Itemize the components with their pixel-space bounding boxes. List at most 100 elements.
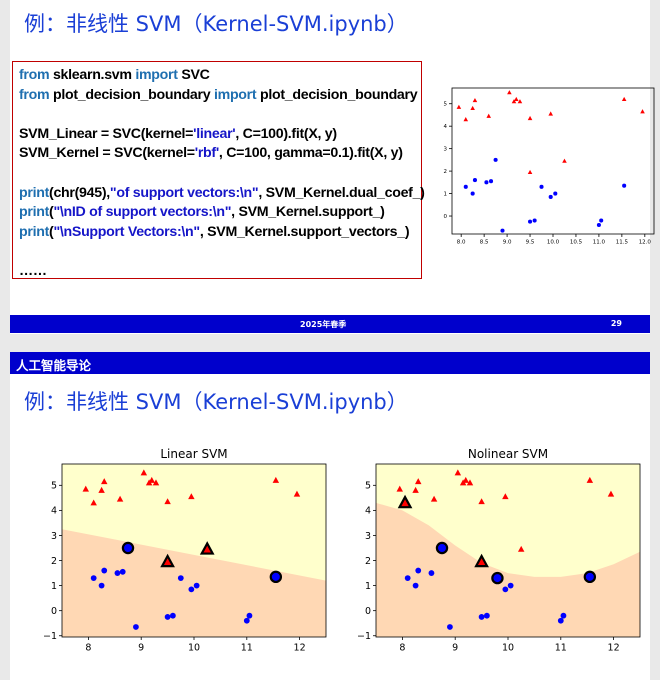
code-line: print("\nSupport Vectors:\n", SVM_Kernel… bbox=[19, 223, 421, 243]
data-point-circle bbox=[470, 191, 475, 196]
data-point-triangle bbox=[562, 158, 567, 163]
support-vector-circle bbox=[121, 541, 135, 555]
code-line: print("\nID of support vectors:\n", SVM_… bbox=[19, 203, 421, 223]
data-point-circle bbox=[463, 184, 468, 189]
code-text: sklearn.svm bbox=[49, 67, 136, 83]
y-tick-label: 2 bbox=[365, 556, 371, 567]
data-point-circle bbox=[415, 567, 422, 574]
data-point-triangle bbox=[621, 96, 627, 102]
y-tick-label: 1 bbox=[444, 191, 448, 197]
code-text: SVC bbox=[177, 67, 210, 83]
code-string: 'rbf' bbox=[194, 145, 219, 162]
page-number: 29 bbox=[610, 319, 622, 328]
course-header: 人工智能导论 bbox=[10, 352, 650, 374]
y-tick-label: 3 bbox=[51, 531, 57, 542]
slide-divider bbox=[0, 334, 660, 352]
data-point-circle bbox=[447, 624, 453, 630]
x-tick-label: 12 bbox=[608, 643, 620, 654]
data-point-triangle bbox=[463, 117, 469, 122]
code-text: ( bbox=[49, 223, 54, 240]
data-point-circle bbox=[622, 183, 627, 188]
code-line: …… bbox=[19, 262, 421, 282]
x-tick-label: 10 bbox=[188, 643, 200, 654]
data-point-triangle bbox=[140, 469, 148, 476]
data-point-triangle bbox=[412, 486, 419, 493]
x-tick-label: 8.5 bbox=[480, 240, 489, 246]
data-point-triangle bbox=[486, 113, 492, 118]
code-line bbox=[19, 164, 421, 184]
data-point-triangle bbox=[548, 111, 553, 116]
x-tick-label: 10 bbox=[502, 643, 514, 654]
data-point-triangle bbox=[507, 90, 512, 95]
code-line: from sklearn.svm import SVC bbox=[19, 66, 421, 86]
data-point-triangle bbox=[640, 109, 645, 114]
y-tick-label: 2 bbox=[51, 556, 57, 567]
data-point-triangle bbox=[586, 476, 594, 483]
code-text: , C=100, gamma=0.1).fit(X, y) bbox=[218, 145, 403, 162]
x-tick-label: 8 bbox=[85, 643, 91, 654]
data-point-triangle bbox=[188, 493, 195, 500]
data-point-circle bbox=[507, 582, 514, 589]
x-tick-label: 11 bbox=[241, 643, 253, 654]
data-point-triangle bbox=[293, 490, 301, 497]
code-string: "\nSupport Vectors:\n" bbox=[53, 223, 200, 240]
code-line: SVM_Linear = SVC(kernel='linear', C=100)… bbox=[19, 125, 421, 145]
data-point-circle bbox=[483, 612, 490, 619]
data-point-triangle bbox=[90, 499, 97, 506]
code-text: plot_decision_boundary bbox=[256, 86, 418, 103]
support-vector-triangle bbox=[199, 541, 215, 555]
y-tick-label: −1 bbox=[357, 631, 371, 642]
data-point-triangle bbox=[148, 476, 155, 483]
data-point-triangle bbox=[430, 495, 438, 502]
code-string: 'linear' bbox=[193, 125, 236, 142]
data-point-triangle bbox=[478, 498, 485, 505]
code-keyword: from bbox=[19, 86, 50, 103]
data-point-circle bbox=[532, 218, 537, 223]
data-point-circle bbox=[599, 218, 604, 223]
data-point-circle bbox=[246, 612, 253, 619]
data-point-triangle bbox=[607, 490, 615, 497]
x-tick-label: 9.0 bbox=[503, 240, 512, 246]
code-line: from plot_decision_boundary import plot_… bbox=[19, 86, 421, 106]
data-point-circle bbox=[560, 612, 567, 619]
data-point-triangle bbox=[164, 498, 171, 505]
data-point-triangle bbox=[511, 99, 517, 104]
data-point-circle bbox=[164, 614, 171, 620]
y-tick-label: 0 bbox=[444, 214, 448, 220]
slide-footer: 2025年春季 29 bbox=[10, 315, 650, 333]
x-tick-label: 9 bbox=[452, 643, 458, 654]
course-title: 人工智能导论 bbox=[16, 358, 92, 373]
code-line bbox=[19, 105, 421, 125]
code-keyword: from bbox=[19, 67, 50, 83]
data-point-circle bbox=[484, 180, 489, 185]
code-block: from sklearn.svm import SVC from plot_dec… bbox=[12, 61, 425, 282]
data-point-circle bbox=[493, 157, 498, 162]
footer-semester: 2025年春季 bbox=[300, 320, 347, 329]
y-tick-label: 5 bbox=[444, 102, 448, 108]
plot-frame bbox=[61, 463, 327, 638]
y-tick-label: 3 bbox=[365, 531, 371, 542]
x-tick-label: 12.0 bbox=[639, 240, 652, 246]
code-text: , SVM_Kernel.dual_coef_) bbox=[258, 184, 425, 201]
code-line: SVM_Kernel = SVC(kernel='rbf', C=100, ga… bbox=[19, 144, 421, 164]
support-vector-circle bbox=[435, 541, 449, 555]
data-point-triangle bbox=[502, 493, 509, 500]
data-point-circle bbox=[553, 191, 558, 196]
y-tick-label: 0 bbox=[365, 606, 371, 617]
chart-title: Nolinear SVM bbox=[468, 447, 548, 461]
data-point-triangle bbox=[415, 478, 422, 485]
y-tick-label: 4 bbox=[51, 506, 57, 517]
code-keyword: print bbox=[19, 204, 50, 221]
slide-title: 例：非线性 SVM（Kernel-SVM.ipynb） bbox=[24, 12, 408, 36]
x-tick-label: 10.0 bbox=[547, 240, 560, 246]
data-point-triangle bbox=[116, 495, 124, 502]
x-tick-label: 9 bbox=[138, 643, 144, 654]
data-point-circle bbox=[500, 228, 505, 233]
plot-frame bbox=[375, 463, 641, 638]
data-point-circle bbox=[133, 624, 139, 630]
x-tick-label: 12 bbox=[294, 643, 306, 654]
data-point-triangle bbox=[272, 476, 280, 483]
data-point-triangle bbox=[462, 476, 469, 483]
data-point-triangle bbox=[470, 105, 475, 111]
